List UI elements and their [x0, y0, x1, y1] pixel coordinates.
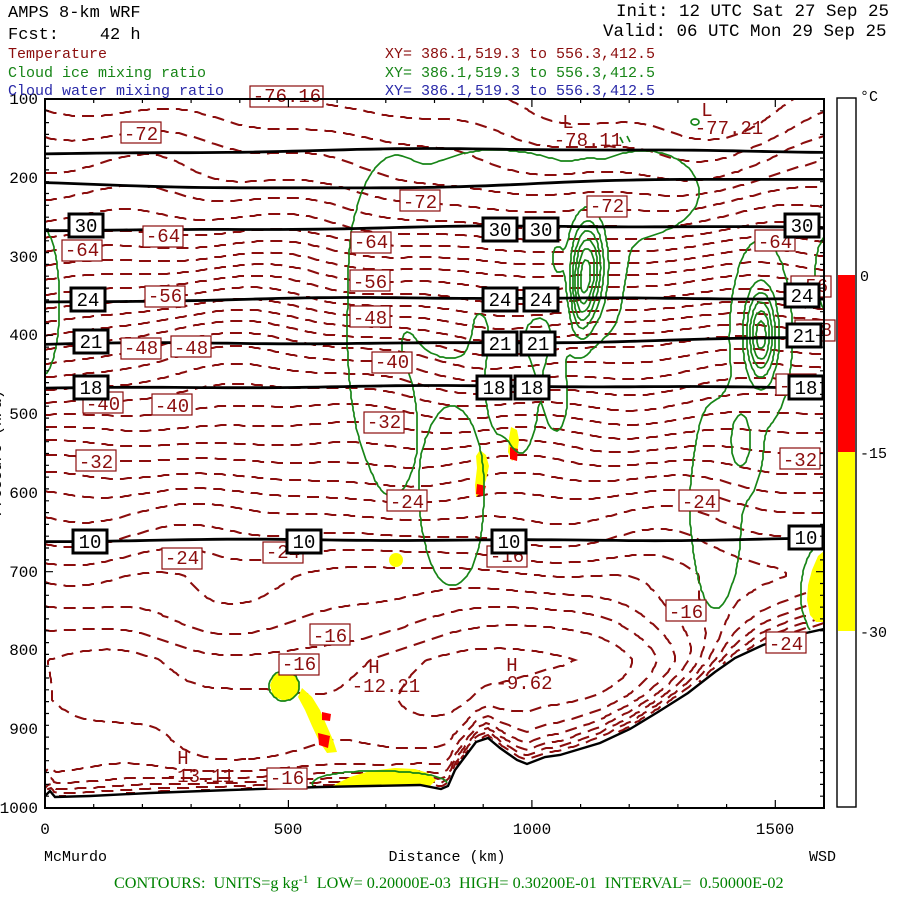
svg-text:21: 21 — [489, 334, 512, 356]
svg-text:-56: -56 — [353, 272, 387, 294]
svg-text:800: 800 — [9, 642, 38, 660]
svg-text:24: 24 — [791, 286, 814, 308]
svg-text:10: 10 — [795, 528, 818, 550]
svg-text:H: H — [177, 748, 188, 770]
svg-text:-24: -24 — [682, 492, 716, 514]
svg-text:-48: -48 — [353, 308, 387, 330]
svg-text:XY= 386.1,519.3 to 556.3,412.5: XY= 386.1,519.3 to 556.3,412.5 — [385, 46, 655, 63]
svg-text:10: 10 — [498, 532, 521, 554]
svg-text:10: 10 — [293, 532, 316, 554]
svg-text:500: 500 — [274, 821, 303, 839]
svg-text:H: H — [506, 655, 517, 677]
svg-text:-32: -32 — [367, 412, 401, 434]
svg-text:CONTOURS: UNITS=g kg-1 LOW=: CONTOURS: UNITS=g kg-1 LOW= 0.20000E-03 … — [114, 872, 784, 892]
svg-text:-16: -16 — [669, 602, 703, 624]
svg-text:-24: -24 — [769, 634, 803, 656]
svg-text:-12.21: -12.21 — [352, 676, 420, 698]
svg-text:100: 100 — [9, 91, 38, 109]
svg-text:18: 18 — [80, 378, 103, 400]
svg-text:0: 0 — [860, 269, 869, 286]
svg-text:-32: -32 — [783, 450, 817, 472]
svg-text:24: 24 — [530, 290, 553, 312]
svg-text:-77.21: -77.21 — [695, 118, 763, 140]
svg-text:-32: -32 — [79, 452, 113, 474]
svg-text:Pressure (hPa): Pressure (hPa) — [0, 390, 6, 516]
svg-text:Fcst: 42 h: Fcst: 42 h — [8, 26, 141, 45]
svg-text:H: H — [368, 657, 379, 679]
svg-text:500: 500 — [9, 406, 38, 424]
svg-text:-72: -72 — [403, 192, 437, 214]
svg-text:21: 21 — [793, 326, 816, 348]
svg-text:700: 700 — [9, 564, 38, 582]
svg-text:-30: -30 — [860, 625, 887, 642]
svg-text:-15: -15 — [860, 446, 887, 463]
svg-text:-76.16: -76.16 — [253, 86, 321, 108]
svg-text:-40: -40 — [155, 396, 189, 418]
svg-text:21: 21 — [80, 332, 103, 354]
svg-text:600: 600 — [9, 485, 38, 503]
svg-text:1500: 1500 — [756, 821, 794, 839]
svg-text:300: 300 — [9, 249, 38, 267]
svg-text:Cloud water mixing ratio: Cloud water mixing ratio — [8, 83, 224, 100]
svg-text:XY= 386.1,519.3 to 556.3,412.5: XY= 386.1,519.3 to 556.3,412.5 — [385, 65, 655, 82]
svg-text:-48: -48 — [124, 338, 158, 360]
svg-text:0: 0 — [40, 821, 50, 839]
svg-text:-40: -40 — [375, 352, 409, 374]
svg-text:400: 400 — [9, 327, 38, 345]
svg-text:McMurdo: McMurdo — [44, 849, 107, 866]
svg-text:18: 18 — [521, 378, 544, 400]
svg-text:Temperature: Temperature — [8, 46, 107, 63]
svg-text:30: 30 — [75, 216, 98, 238]
svg-text:30: 30 — [791, 216, 814, 238]
svg-text:L: L — [562, 112, 573, 134]
svg-text:-64: -64 — [354, 232, 388, 254]
svg-text:-9.62: -9.62 — [495, 673, 552, 695]
svg-text:18: 18 — [795, 378, 818, 400]
svg-text:21: 21 — [527, 334, 550, 356]
svg-text:WSD: WSD — [809, 849, 836, 866]
svg-text:-64: -64 — [146, 226, 180, 248]
svg-text:24: 24 — [489, 290, 512, 312]
svg-text:-72: -72 — [590, 196, 624, 218]
svg-text:Distance (km): Distance (km) — [388, 849, 505, 866]
svg-text:10: 10 — [79, 532, 102, 554]
svg-text:-16: -16 — [282, 654, 316, 676]
svg-text:-13.11: -13.11 — [166, 766, 234, 788]
svg-text:-16: -16 — [313, 626, 347, 648]
svg-text:AMPS 8-km WRF: AMPS 8-km WRF — [8, 4, 141, 23]
svg-text:200: 200 — [9, 170, 38, 188]
svg-text:°C: °C — [860, 89, 878, 106]
svg-text:30: 30 — [530, 220, 553, 242]
svg-text:1000: 1000 — [513, 821, 551, 839]
svg-text:Init: 12 UTC Sat 27 Sep 25: Init: 12 UTC Sat 27 Sep 25 — [616, 2, 889, 22]
svg-text:-24: -24 — [165, 548, 199, 570]
svg-text:-56: -56 — [148, 286, 182, 308]
svg-text:900: 900 — [9, 721, 38, 739]
svg-text:-24: -24 — [390, 492, 424, 514]
svg-text:L: L — [701, 100, 712, 122]
svg-text:Valid: 06 UTC Mon 29 Sep 25: Valid: 06 UTC Mon 29 Sep 25 — [603, 22, 887, 42]
svg-text:-48: -48 — [174, 338, 208, 360]
svg-text:1000: 1000 — [0, 800, 38, 818]
svg-text:-64: -64 — [65, 240, 99, 262]
svg-text:24: 24 — [77, 290, 100, 312]
svg-text:XY= 386.1,519.3 to 556.3,412.5: XY= 386.1,519.3 to 556.3,412.5 — [385, 83, 655, 100]
svg-text:18: 18 — [483, 378, 506, 400]
svg-text:-16: -16 — [270, 768, 304, 790]
svg-text:-72: -72 — [124, 124, 158, 146]
svg-text:Cloud ice mixing ratio: Cloud ice mixing ratio — [8, 65, 206, 82]
svg-text:-78.11: -78.11 — [554, 130, 622, 152]
svg-text:30: 30 — [489, 220, 512, 242]
